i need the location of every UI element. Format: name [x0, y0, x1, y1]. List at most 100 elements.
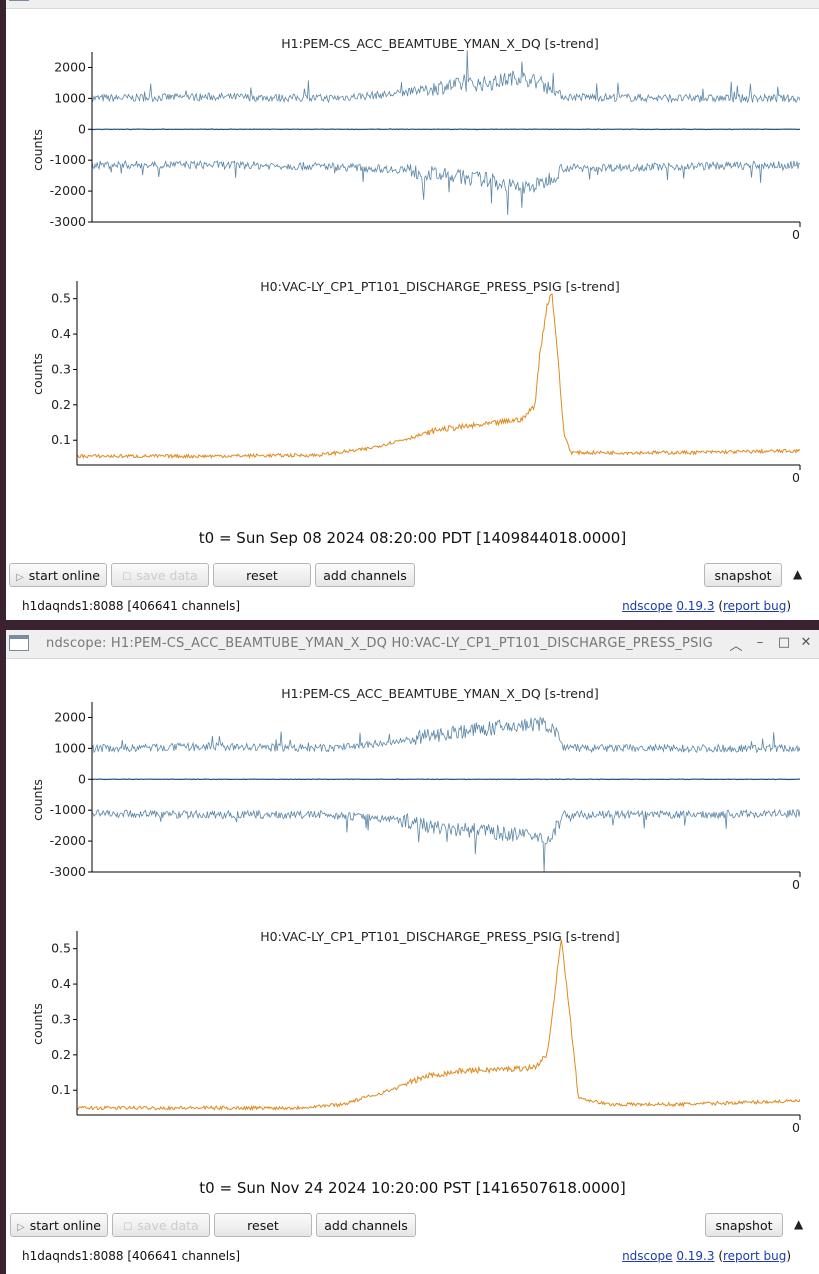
plot-pressure[interactable]: H0:VAC-LY_CP1_PT101_DISCHARGE_PRESS_PSIG…: [30, 929, 819, 1135]
traces: [77, 293, 800, 460]
collapse-triangle-icon[interactable]: ▲: [793, 567, 803, 581]
y-tick-label: -3000: [50, 214, 86, 229]
y-tick-label: -1000: [50, 802, 86, 817]
y-axis: 2000 1000 0 -1000 -2000 -3000: [50, 59, 92, 229]
minimize-icon[interactable]: –: [756, 635, 764, 650]
traces: [92, 50, 800, 216]
series-line-min: [92, 159, 800, 216]
plot-accelerometer[interactable]: H1:PEM-CS_ACC_BEAMTUBE_YMAN_X_DQ [s-tren…: [30, 36, 819, 242]
y-tick-label: -3000: [50, 864, 86, 879]
x-axis: -30m-25m-20m-15m-10m-5m0: [792, 465, 801, 485]
plot-canvas[interactable]: H1:PEM-CS_ACC_BEAMTUBE_YMAN_X_DQ [s-tren…: [6, 630, 819, 1190]
add-channels-button[interactable]: add channels: [315, 563, 415, 587]
x-axis: -30m-25m-20m-15m-10m-5m0: [792, 222, 801, 242]
ndscope-link[interactable]: ndscope: [622, 599, 673, 613]
y-tick-label: 0.4: [51, 326, 71, 341]
report-bug-link[interactable]: report bug: [723, 1249, 787, 1263]
start-online-label: start online: [29, 1218, 101, 1233]
y-tick-label: -2000: [50, 833, 86, 848]
status-bar: h1daqnds1:8088 [406641 channels] ndscope…: [6, 1246, 819, 1266]
collapse-triangle-icon[interactable]: ▲: [794, 1217, 804, 1231]
close-icon[interactable]: ✕: [800, 635, 812, 650]
y-axis: 0.5 0.4 0.3 0.2 0.1: [51, 291, 77, 447]
plot-title: H1:PEM-CS_ACC_BEAMTUBE_YMAN_X_DQ [s-tren…: [281, 36, 598, 51]
snapshot-button[interactable]: snapshot: [704, 563, 782, 587]
y-tick-label: 0.5: [51, 291, 71, 306]
ndscope-window-2: ndscope: H1:PEM-CS_ACC_BEAMTUBE_YMAN_X_D…: [6, 630, 819, 1274]
traces: [77, 939, 800, 1112]
start-online-button[interactable]: ▷ start online: [10, 1213, 108, 1237]
version-info: ndscope 0.19.3 (report bug): [622, 599, 791, 613]
y-tick-label: 2000: [54, 59, 86, 74]
y-tick-label: 0.4: [51, 976, 71, 991]
plot-area[interactable]: H1:PEM-CS_ACC_BEAMTUBE_YMAN_X_DQ [s-tren…: [6, 630, 819, 1190]
start-online-label: start online: [28, 568, 100, 583]
save-data-button[interactable]: ☐ save data: [112, 1213, 210, 1237]
play-icon: ▷: [17, 1222, 25, 1233]
version-link[interactable]: 0.19.3: [676, 599, 715, 613]
snapshot-button[interactable]: snapshot: [705, 1213, 783, 1237]
x-axis: -30m-25m-20m-15m-10m-5m0: [792, 872, 801, 892]
plot-title: H0:VAC-LY_CP1_PT101_DISCHARGE_PRESS_PSIG…: [260, 929, 619, 944]
keep-above-icon[interactable]: ︿: [729, 639, 743, 654]
version-info: ndscope 0.19.3 (report bug): [622, 1249, 791, 1263]
y-tick-label: 0: [78, 771, 86, 786]
ndscope-link[interactable]: ndscope: [622, 1249, 673, 1263]
x-tick-label: 0: [792, 470, 800, 485]
y-tick-label: 0.2: [51, 397, 71, 412]
y-axis-label: counts: [30, 353, 45, 395]
y-tick-label: 1000: [54, 90, 86, 105]
y-tick-label: -1000: [50, 152, 86, 167]
report-bug-link[interactable]: report bug: [723, 599, 787, 613]
version-link[interactable]: 0.19.3: [676, 1249, 715, 1263]
window-title: ndscope: H1:PEM-CS_ACC_BEAMTUBE_YMAN_X_D…: [46, 636, 713, 651]
plot-area[interactable]: H1:PEM-CS_ACC_BEAMTUBE_YMAN_X_DQ [s-tren…: [6, 0, 819, 540]
series-line-min: [92, 808, 800, 872]
y-tick-label: -2000: [50, 183, 86, 198]
y-axis-label: counts: [30, 129, 45, 171]
traces: [92, 716, 800, 872]
y-axis-label: counts: [30, 779, 45, 821]
checkbox-icon: ☐: [123, 1222, 133, 1233]
plot-canvas[interactable]: H1:PEM-CS_ACC_BEAMTUBE_YMAN_X_DQ [s-tren…: [6, 0, 819, 540]
reset-button[interactable]: reset: [214, 1213, 312, 1237]
control-bar: ▷ start online ☐ save data reset add chann…: [6, 1211, 819, 1241]
y-tick-label: 0.2: [51, 1047, 71, 1062]
series-line-mean: [92, 128, 800, 131]
y-axis-label: counts: [30, 1003, 45, 1045]
y-tick-label: 0.1: [51, 432, 71, 447]
add-channels-button[interactable]: add channels: [316, 1213, 416, 1237]
plot-title: H0:VAC-LY_CP1_PT101_DISCHARGE_PRESS_PSIG…: [260, 279, 619, 294]
x-tick-label: 0: [792, 1120, 800, 1135]
save-data-button[interactable]: ☐ save data: [111, 563, 209, 587]
window-titlebar[interactable]: ndscope: H1:PEM-CS_ACC_BEAMTUBE_YMAN_X_D…: [6, 630, 819, 659]
series-line-pressure: [77, 939, 800, 1112]
y-axis: 2000 1000 0 -1000 -2000 -3000: [50, 709, 92, 879]
status-bar: h1daqnds1:8088 [406641 channels] ndscope…: [6, 596, 819, 616]
y-tick-label: 0: [78, 121, 86, 136]
window-app-icon: [9, 0, 29, 1]
ndscope-window-1: H1:PEM-CS_ACC_BEAMTUBE_YMAN_X_DQ [s-tren…: [6, 0, 819, 620]
y-tick-label: 0.1: [51, 1082, 71, 1097]
x-axis: -30m-25m-20m-15m-10m-5m0: [792, 1115, 801, 1135]
y-tick-label: 0.3: [51, 1011, 71, 1026]
plot-pressure[interactable]: H0:VAC-LY_CP1_PT101_DISCHARGE_PRESS_PSIG…: [30, 279, 819, 485]
maximize-icon[interactable]: □: [777, 635, 791, 650]
t0-label: t0 = Sun Nov 24 2024 10:20:00 PST [14165…: [199, 1179, 626, 1197]
y-tick-label: 2000: [54, 709, 86, 724]
reset-button[interactable]: reset: [213, 563, 311, 587]
series-line-mean: [92, 778, 800, 781]
series-line-max: [92, 50, 800, 104]
x-tick-label: 0: [792, 877, 800, 892]
plot-accelerometer[interactable]: H1:PEM-CS_ACC_BEAMTUBE_YMAN_X_DQ [s-tren…: [30, 686, 819, 892]
t0-label: t0 = Sun Sep 08 2024 08:20:00 PDT [14098…: [198, 529, 627, 547]
save-data-label: save data: [137, 1218, 199, 1233]
server-info: h1daqnds1:8088 [406641 channels]: [22, 1249, 241, 1263]
y-tick-label: 0.5: [51, 941, 71, 956]
y-axis: 0.5 0.4 0.3 0.2 0.1: [51, 941, 77, 1097]
window-app-icon: [9, 635, 29, 651]
play-icon: ▷: [16, 572, 24, 583]
start-online-button[interactable]: ▷ start online: [9, 563, 107, 587]
window-titlebar[interactable]: [6, 0, 819, 9]
y-tick-label: 1000: [54, 740, 86, 755]
